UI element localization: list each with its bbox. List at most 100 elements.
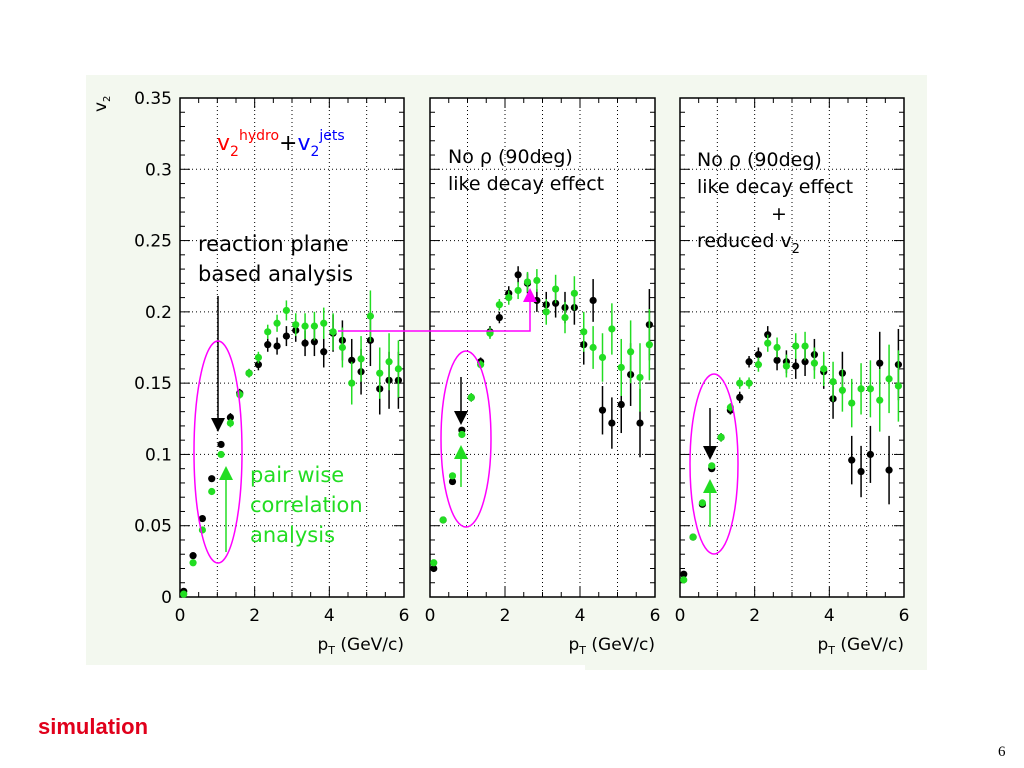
data-point [226,419,234,427]
reaction-plane-label-line2: based analysis [198,262,353,286]
data-point [366,312,374,320]
data-point [448,472,457,480]
pair-wise-label-line1: pair wise [250,463,344,487]
data-point [598,406,607,414]
data-point [310,322,318,330]
data-point [301,339,309,347]
x-tick-label: 6 [650,606,661,626]
x-tick-label: 6 [399,606,410,626]
x-tick-label: 2 [749,606,760,626]
panel-full-analysis: 0 2 4 6 0 0.05 0.1 0.15 0.2 0.25 0.3 0.35 v2 pT (GeV/… [91,89,409,657]
data-point [514,271,522,279]
data-point [467,393,475,401]
data-point [348,379,356,387]
data-point [736,393,744,401]
data-point [394,365,402,373]
data-point [533,276,541,285]
data-point [792,362,800,370]
y-tick-label: 0.3 [145,160,172,180]
y-tick-label: 0 [161,588,172,608]
x-tick-label: 0 [675,606,686,626]
series-green [180,290,402,598]
x-axis-label: pT (GeV/c) [568,635,655,657]
data-point [894,382,903,390]
data-point [810,359,819,367]
y-tick-label: 0.35 [134,89,172,109]
highlight-connector [338,294,531,332]
panel1-title: v2hydro+v2jets [217,128,345,160]
data-point [282,306,290,315]
plot-area [430,98,655,597]
data-point [254,353,262,362]
data-point [264,341,272,349]
data-point [320,319,328,327]
data-point [876,359,884,367]
data-point [439,516,447,524]
data-point [264,328,272,336]
x-tick-label: 4 [575,606,586,626]
green-arrow-head-1 [219,466,233,480]
panel3-reduced-v2: reduced v2 [697,230,800,257]
data-point [680,576,688,584]
data-point [608,419,616,427]
data-point [680,570,688,578]
x-tick-label: 2 [500,606,511,626]
data-point [320,348,328,356]
pair-wise-label-line2: correlation [250,493,363,517]
data-point [236,390,244,399]
data-point [189,559,197,567]
data-point [866,450,875,459]
data-point [542,308,550,316]
series-green [430,269,653,567]
data-point [885,375,893,383]
data-point [792,342,800,350]
x-tick-label: 2 [249,606,260,626]
data-point [589,296,597,305]
x-tick-label: 4 [824,606,835,626]
data-point [857,467,865,476]
data-point [717,433,725,441]
data-point [385,358,393,366]
data-point [838,386,847,394]
panel2-text-line1: No ρ (90deg) [448,146,573,168]
data-point [561,313,569,322]
data-point [430,564,438,573]
data-point [885,466,893,474]
green-arrow-head-3 [703,479,717,493]
data-point [448,477,457,486]
data-point [876,396,884,404]
data-point [608,325,616,333]
data-point [226,413,234,421]
data-point [617,363,625,372]
y-tick-label: 0.15 [134,374,172,394]
data-point [208,475,216,483]
data-point [801,358,809,366]
data-point [523,278,532,286]
x-axis-label: pT (GeV/c) [817,635,904,657]
x-tick-label: 0 [175,606,186,626]
data-point [617,400,625,409]
data-point [801,342,809,350]
y-tick-label: 0.1 [145,445,172,465]
data-point [820,365,828,373]
data-point [580,328,588,336]
page-number: 6 [998,744,1006,760]
y-tick-label: 0.05 [134,517,172,537]
black-arrow-head-2 [454,411,468,425]
data-point [357,355,365,363]
data-point [208,487,216,496]
highlight-arrowhead [523,288,537,302]
data-point [245,369,253,377]
x-tick-label: 0 [425,606,436,626]
data-point [189,552,197,560]
simulation-label: simulation [38,714,149,739]
data-point [829,378,837,386]
panel-no-rho-reduced-v2: 0 2 4 6 pT (GeV/c) [675,97,910,657]
data-point [292,321,300,329]
x-tick-label: 6 [899,606,910,626]
data-point [857,385,865,393]
panel3-text-line1: No ρ (90deg) [697,149,822,171]
pair-wise-label-line3: analysis [250,523,335,547]
data-point [495,313,503,322]
panel2-text-line2: like decay effect [448,173,604,195]
